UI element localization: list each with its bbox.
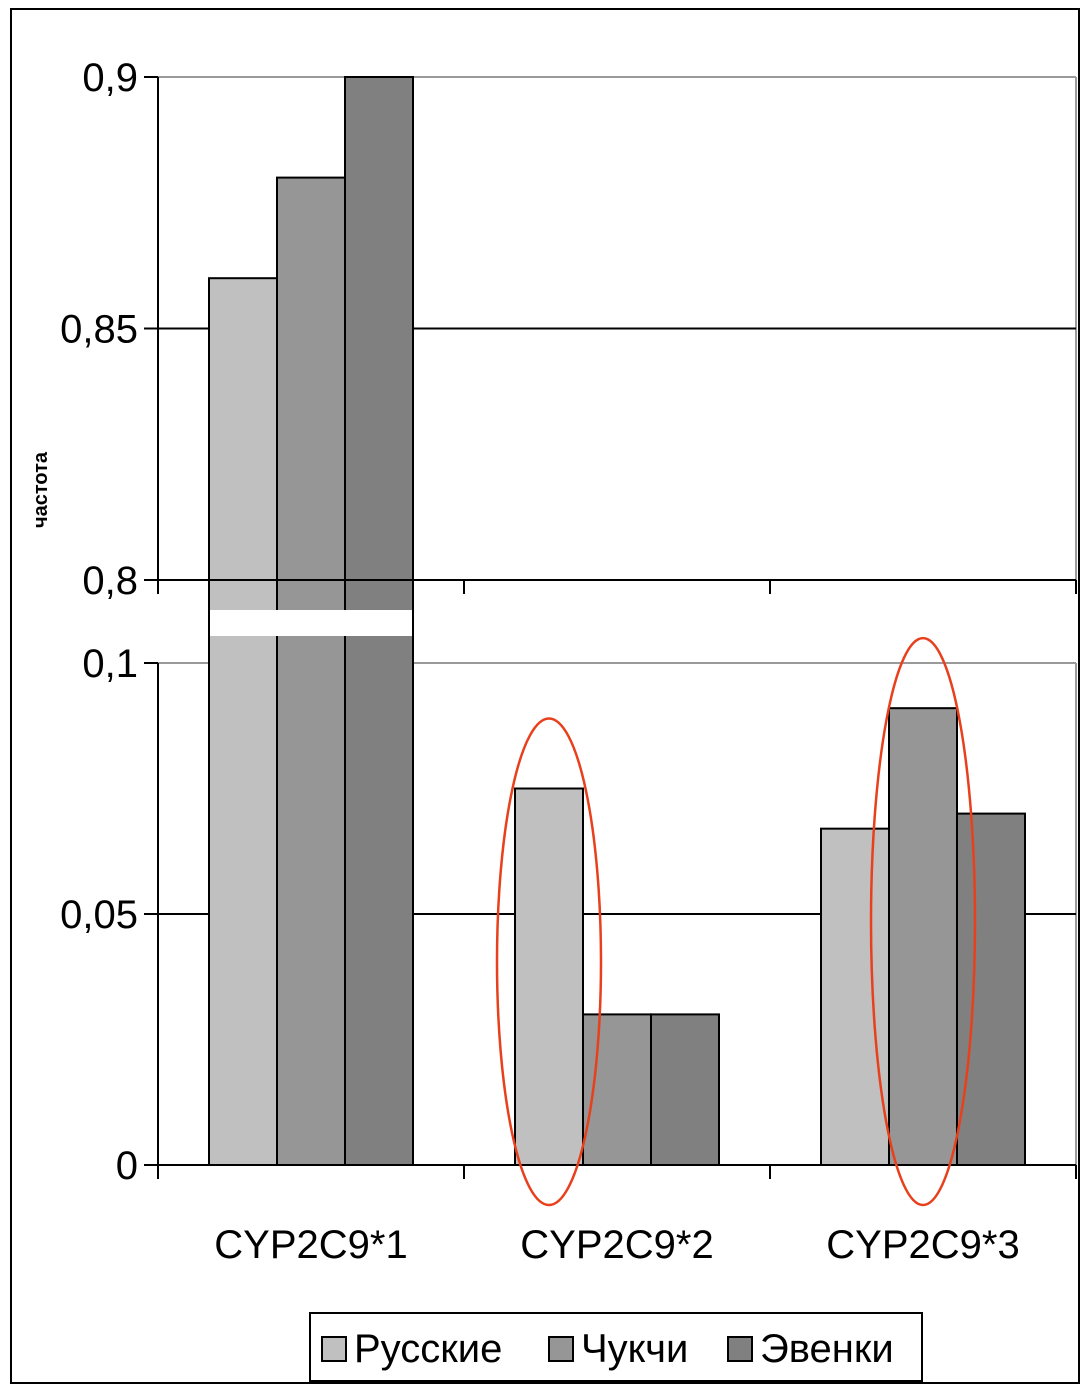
legend-label-Эвенки: Эвенки bbox=[760, 1327, 894, 1371]
axis-break-marker bbox=[210, 610, 412, 636]
lower-y-tick-label: 0,1 bbox=[82, 642, 138, 686]
bar-upper-CYP2C9*1-Эвенки bbox=[344, 76, 414, 581]
bar-CYP2C9*2-Русские bbox=[514, 787, 584, 1166]
legend-swatch-Чукчи bbox=[548, 1336, 574, 1362]
x-category-label: CYP2C9*1 bbox=[214, 1223, 407, 1267]
legend-swatch-Эвенки bbox=[727, 1336, 753, 1362]
bar-lower-CYP2C9*1-Чукчи bbox=[276, 579, 346, 1166]
x-category-label: CYP2C9*3 bbox=[826, 1223, 1019, 1267]
bar-lower-CYP2C9*1-Русские bbox=[208, 579, 278, 1166]
bar-lower-CYP2C9*1-Эвенки bbox=[344, 579, 414, 1166]
upper-y-tick-label: 0,9 bbox=[82, 56, 138, 100]
highlight-ellipse bbox=[869, 636, 977, 1207]
legend-label-Русские: Русские bbox=[354, 1327, 502, 1371]
bar-CYP2C9*2-Эвенки bbox=[650, 1013, 720, 1167]
lower-y-tick-label: 0,05 bbox=[60, 893, 138, 937]
bar-CYP2C9*3-Русские bbox=[820, 827, 890, 1166]
upper-y-tick-label: 0,8 bbox=[82, 559, 138, 603]
highlight-ellipse bbox=[495, 717, 603, 1207]
legend-box bbox=[309, 1312, 923, 1382]
legend-label-Чукчи: Чукчи bbox=[581, 1327, 688, 1371]
y-axis-title: частота bbox=[30, 451, 52, 528]
bar-CYP2C9*3-Эвенки bbox=[956, 812, 1026, 1166]
x-category-label: CYP2C9*2 bbox=[520, 1223, 713, 1267]
legend-swatch-Русские bbox=[321, 1336, 347, 1362]
lower-y-tick-label: 0 bbox=[116, 1144, 138, 1188]
upper-y-tick-label: 0,85 bbox=[60, 308, 138, 352]
chart-border bbox=[10, 8, 1080, 1384]
bar-CYP2C9*3-Чукчи bbox=[888, 707, 958, 1166]
bar-upper-CYP2C9*1-Чукчи bbox=[276, 176, 346, 581]
bar-upper-CYP2C9*1-Русские bbox=[208, 277, 278, 581]
